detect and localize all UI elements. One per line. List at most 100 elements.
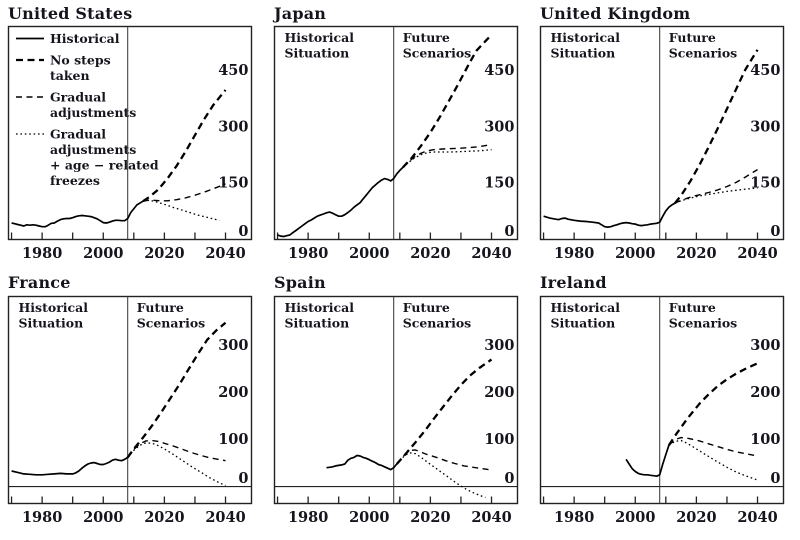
y-tick-label: 100: [484, 431, 514, 448]
x-tick-label: 2020: [144, 509, 184, 526]
series-no_steps: [674, 49, 759, 204]
plot-frame: [273, 25, 519, 241]
region-label-future: Future: [669, 30, 716, 45]
x-tick-label: 1980: [554, 509, 594, 526]
series-no_steps: [667, 362, 758, 446]
series-gradual: [674, 169, 758, 204]
panel-title-spain: Spain: [274, 273, 326, 292]
series-gradual: [142, 183, 226, 202]
x-tick-label: 2020: [144, 245, 184, 262]
y-tick-label: 150: [750, 175, 780, 192]
panel-title-united-kingdom: United Kingdom: [540, 4, 691, 23]
y-tick-label: 100: [750, 431, 780, 448]
plot-frame: [539, 295, 785, 505]
x-tick-label: 2040: [737, 509, 777, 526]
x-tick-label: 2040: [205, 509, 245, 526]
y-tick-label: 0: [238, 470, 248, 487]
series-solid: [543, 202, 676, 228]
legend-label-gradual: Gradual: [50, 90, 106, 105]
y-tick-label: 0: [238, 223, 248, 240]
legend-label-freeze: adjustments: [50, 142, 136, 157]
series-solid: [11, 456, 129, 476]
chart-canvas-france: 1980 2000 2020 2040 0 100 200 300 HistoricalSitu…: [7, 295, 253, 526]
series-freeze: [142, 199, 220, 221]
region-label-historical: Situation: [285, 46, 350, 61]
series-solid: [277, 166, 404, 238]
x-tick-label: 1980: [554, 245, 594, 262]
x-tick-label: 2040: [205, 245, 245, 262]
series-no_steps: [126, 321, 227, 459]
y-tick-label: 300: [484, 337, 514, 354]
region-label-future: Future: [137, 300, 184, 315]
y-tick-label: 300: [484, 118, 514, 135]
y-tick-label: 150: [484, 175, 514, 192]
panel-spain: Spain 1980 2000 2020 2040 0 100 200 300 Historic…: [273, 273, 520, 532]
series-no_steps: [395, 358, 493, 465]
y-tick-label: 100: [218, 431, 248, 448]
series-freeze: [396, 452, 486, 499]
region-label-historical: Historical: [19, 300, 89, 315]
series-freeze: [402, 149, 492, 168]
y-tick-label: 300: [750, 337, 780, 354]
region-label-historical: Situation: [551, 46, 616, 61]
region-label-future: Scenarios: [137, 316, 206, 331]
plot-frame: [539, 25, 785, 241]
series-gradual: [402, 143, 492, 168]
y-tick-label: 300: [218, 118, 248, 135]
region-label-historical: Historical: [285, 300, 355, 315]
x-tick-label: 1980: [22, 245, 62, 262]
y-tick-label: 200: [218, 384, 248, 401]
series-gradual: [668, 436, 758, 457]
series-solid: [625, 444, 670, 478]
plot-frame: [7, 25, 253, 241]
plot-frame: [7, 295, 253, 505]
y-tick-label: 450: [218, 62, 248, 79]
y-tick-label: 0: [770, 470, 780, 487]
plot-frame: [273, 295, 519, 505]
region-label-historical: Situation: [551, 316, 616, 331]
chart-canvas-spain: 1980 2000 2020 2040 0 100 200 300 HistoricalSitu…: [273, 295, 519, 526]
legend-label-gradual: adjustments: [50, 105, 136, 120]
x-tick-label: 2000: [349, 245, 389, 262]
region-label-historical: Situation: [19, 316, 84, 331]
series-freeze: [127, 442, 226, 487]
chart-canvas-japan: 1980 2000 2020 2040 0 150 300 450 HistoricalSitu…: [273, 25, 519, 262]
x-tick-label: 1980: [288, 245, 328, 262]
y-tick-label: 200: [750, 384, 780, 401]
panel-united-states: United States 1980 2000 2020 2040 0 150 300 450…: [7, 4, 254, 262]
x-tick-label: 2020: [676, 245, 716, 262]
region-label-historical: Situation: [285, 316, 350, 331]
panel-france: France 1980 2000 2020 2040 0 100 200 300 Histori…: [7, 273, 254, 532]
panel-title-ireland: Ireland: [540, 273, 607, 292]
x-tick-label: 2040: [471, 509, 511, 526]
series-solid: [326, 454, 398, 471]
y-tick-label: 0: [504, 223, 514, 240]
legend-label-freeze: freezes: [50, 173, 100, 188]
series-solid: [11, 200, 144, 228]
y-tick-label: 0: [504, 470, 514, 487]
x-tick-label: 2000: [83, 245, 123, 262]
y-tick-label: 450: [750, 62, 780, 79]
x-tick-label: 2000: [83, 509, 123, 526]
panel-ireland: Ireland 1980 2000 2020 2040 0 100 200 300 Histor…: [539, 273, 786, 532]
region-label-future: Future: [403, 300, 450, 315]
legend-label-no_steps: taken: [50, 68, 90, 83]
x-tick-label: 2020: [676, 509, 716, 526]
x-tick-label: 2000: [615, 509, 655, 526]
x-tick-label: 2040: [471, 245, 511, 262]
region-label-future: Scenarios: [403, 46, 472, 61]
region-label-future: Future: [403, 30, 450, 45]
legend-label-solid: Historical: [50, 31, 120, 46]
legend-label-freeze: Gradual: [50, 127, 106, 142]
region-label-future: Future: [669, 300, 716, 315]
legend-label-freeze: + age − related: [50, 158, 159, 173]
x-tick-label: 1980: [288, 509, 328, 526]
legend-label-no_steps: No steps: [50, 53, 111, 68]
panel-title-france: France: [8, 273, 71, 292]
series-no_steps: [142, 89, 227, 203]
y-tick-label: 300: [750, 118, 780, 135]
x-tick-label: 2000: [615, 245, 655, 262]
x-tick-label: 1980: [22, 509, 62, 526]
series-no_steps: [402, 34, 493, 169]
chart-canvas-united-kingdom: 1980 2000 2020 2040 0 150 300 450 HistoricalSitu…: [539, 25, 785, 262]
